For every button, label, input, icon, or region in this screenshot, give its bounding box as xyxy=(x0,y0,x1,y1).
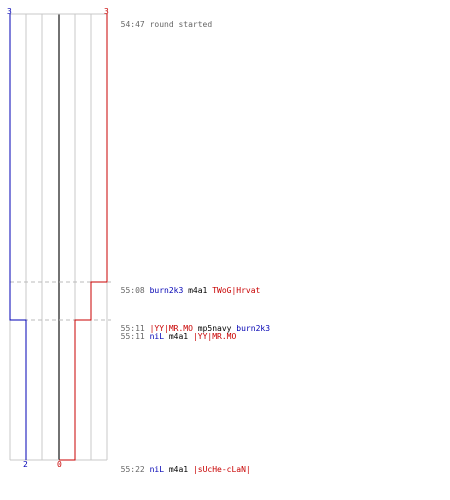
event-time: 55:22 xyxy=(120,465,145,474)
event-weapon: m4a1 xyxy=(188,286,208,295)
red-start-score: 3 xyxy=(104,7,109,16)
blue-team-line xyxy=(9,14,27,460)
event-weapon: m4a1 xyxy=(168,332,189,341)
event-time: 55:08 xyxy=(120,286,145,295)
event-killer: |YY|MR.MO xyxy=(149,324,193,333)
event-killer: niL xyxy=(149,465,165,474)
blue-start-score: 3 xyxy=(7,7,12,16)
grid-lines xyxy=(9,13,108,461)
event-kill: 55:08 burn2k3 m4a1 TWoG|Hrvat xyxy=(111,277,261,295)
event-kill: 55:11 niL m4a1 |YY|MR.MO xyxy=(111,323,237,341)
event-killer: burn2k3 xyxy=(149,286,184,295)
blue-end-score: 2 xyxy=(23,460,28,469)
red-team-line xyxy=(59,14,108,461)
event-victim: TWoG|Hrvat xyxy=(212,286,261,295)
event-kill: 55:11 |YY|MR.MO mp5navy burn2k3 xyxy=(111,315,270,333)
event-round-start: 54:47 round started xyxy=(111,11,213,29)
event-victim: |sUcHe-cLaN| xyxy=(192,465,251,474)
event-time: 54:47 xyxy=(120,20,145,29)
event-weapon: m4a1 xyxy=(168,465,189,474)
event-guides xyxy=(10,281,111,321)
event-message: round started xyxy=(149,20,213,29)
event-time: 55:11 xyxy=(120,332,145,341)
event-weapon: mp5navy xyxy=(197,324,232,333)
event-killer: niL xyxy=(149,332,165,341)
event-victim: |YY|MR.MO xyxy=(192,332,237,341)
event-time: 55:11 xyxy=(120,324,145,333)
event-kill: 55:22 niL m4a1 |sUcHe-cLaN| xyxy=(111,456,251,474)
red-end-score: 0 xyxy=(57,460,62,469)
event-victim: burn2k3 xyxy=(236,324,271,333)
